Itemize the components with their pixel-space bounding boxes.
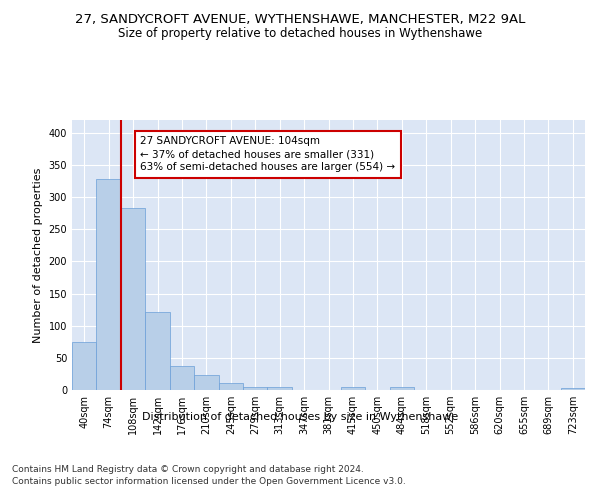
Bar [145,312,170,390]
Bar [97,179,121,390]
Bar [341,387,365,390]
Bar [218,383,243,390]
Bar [268,387,292,390]
Text: Size of property relative to detached houses in Wythenshawe: Size of property relative to detached ho… [118,28,482,40]
Bar [170,366,194,390]
Y-axis label: Number of detached properties: Number of detached properties [33,168,43,342]
Bar [72,342,97,390]
Bar [389,387,414,390]
Text: 27, SANDYCROFT AVENUE, WYTHENSHAWE, MANCHESTER, M22 9AL: 27, SANDYCROFT AVENUE, WYTHENSHAWE, MANC… [75,12,525,26]
Bar [243,387,268,390]
Bar [560,388,585,390]
Bar [121,208,145,390]
Text: Distribution of detached houses by size in Wythenshawe: Distribution of detached houses by size … [142,412,458,422]
Text: 27 SANDYCROFT AVENUE: 104sqm
← 37% of detached houses are smaller (331)
63% of s: 27 SANDYCROFT AVENUE: 104sqm ← 37% of de… [140,136,395,172]
Bar [194,375,218,390]
Text: Contains HM Land Registry data © Crown copyright and database right 2024.
Contai: Contains HM Land Registry data © Crown c… [12,465,406,486]
